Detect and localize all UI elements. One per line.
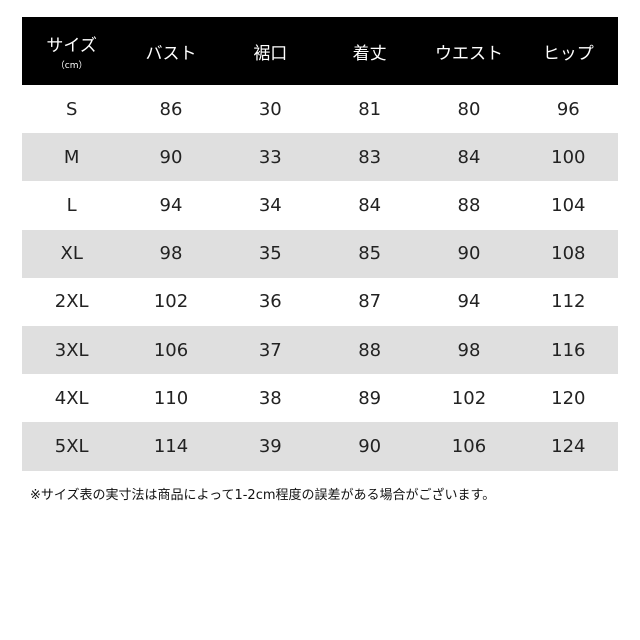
table-row: 3XL 106 37 88 98 116 (22, 325, 618, 375)
table-cell: 94 (159, 194, 183, 216)
table-cell: 87 (358, 291, 382, 313)
table-cell: 106 (153, 339, 189, 361)
table-cell: XL (60, 243, 83, 265)
table-cell: 94 (457, 291, 481, 313)
table-body: S 86 30 81 80 96 M 90 33 83 84 100 L 94 34 84 88 104 XL 98 3… (22, 85, 618, 471)
table-cell: 108 (551, 243, 586, 265)
table-cell: 88 (358, 339, 382, 361)
table-row: 5XL 114 39 90 106 124 (22, 422, 618, 471)
size-note: ※サイズ表の実寸法は商品によって1-2cm程度の誤差がある場合がございます。 (30, 488, 496, 503)
table-cell: 104 (551, 194, 586, 216)
table-cell: 36 (258, 291, 282, 313)
table-cell: S (65, 98, 78, 120)
table-row: L 94 34 84 88 104 (22, 181, 618, 229)
header-cell: 裾口 (253, 43, 288, 64)
table-cell: 112 (551, 291, 586, 313)
table-cell: 110 (153, 387, 189, 409)
table-cell: 5XL (54, 435, 89, 457)
table-row: 4XL 110 38 89 102 120 (22, 374, 618, 422)
table-cell: 98 (159, 243, 183, 265)
table-cell: 120 (551, 387, 586, 409)
table-cell: 85 (358, 243, 382, 265)
header-cell: 着丈 (352, 43, 387, 64)
table-cell: 89 (358, 387, 382, 409)
header-size: サイズ (46, 36, 97, 56)
table-cell: 86 (159, 98, 183, 120)
header-cell: バスト (145, 43, 197, 64)
table-cell: 3XL (54, 339, 89, 361)
table-cell: 80 (457, 98, 481, 120)
table-cell: 84 (457, 146, 481, 168)
table-cell: 102 (451, 387, 487, 409)
table-cell: 83 (358, 146, 382, 168)
table-cell: 37 (258, 339, 282, 361)
table-cell: 90 (358, 435, 382, 457)
table-cell: 2XL (54, 291, 89, 313)
table-cell: 124 (551, 435, 586, 457)
table-cell: 88 (457, 194, 481, 216)
table-cell: 90 (159, 146, 183, 168)
table-row: XL 98 35 85 90 108 (22, 229, 618, 278)
table-cell: 38 (258, 387, 282, 409)
table-row: M 90 33 83 84 100 (22, 133, 618, 182)
table-row: 2XL 102 36 87 94 112 (22, 278, 618, 326)
header-cell: ヒップ (542, 43, 594, 64)
table-header: サイズ （cm） バスト 裾口 着丈 ウエスト ヒップ (22, 17, 618, 85)
table-cell: L (66, 194, 77, 216)
table-cell: 90 (457, 243, 481, 265)
table-cell: 39 (258, 435, 282, 457)
table-cell: 96 (556, 98, 580, 120)
table-cell: 106 (451, 435, 487, 457)
table-cell: 84 (358, 194, 382, 216)
table-cell: 116 (551, 339, 586, 361)
table-cell: 35 (258, 243, 282, 265)
table-cell: 4XL (54, 387, 89, 409)
table-cell: 30 (258, 98, 282, 120)
table-cell: M (63, 146, 80, 168)
header-cell: ウエスト (434, 43, 503, 64)
table-cell: 33 (258, 146, 282, 168)
table-cell: 98 (457, 339, 481, 361)
table-row: S 86 30 81 80 96 (22, 85, 618, 133)
size-table: サイズ （cm） バスト 裾口 着丈 ウエスト ヒップ S 86 30 81 80 96 M 9… (22, 17, 618, 471)
header-cell: サイズ （cm） (22, 31, 121, 71)
table-cell: 100 (551, 146, 586, 168)
table-cell: 81 (358, 98, 382, 120)
table-cell: 102 (153, 291, 189, 313)
header-unit: （cm） (55, 61, 88, 71)
table-cell: 34 (258, 194, 282, 216)
table-cell: 114 (153, 435, 189, 457)
